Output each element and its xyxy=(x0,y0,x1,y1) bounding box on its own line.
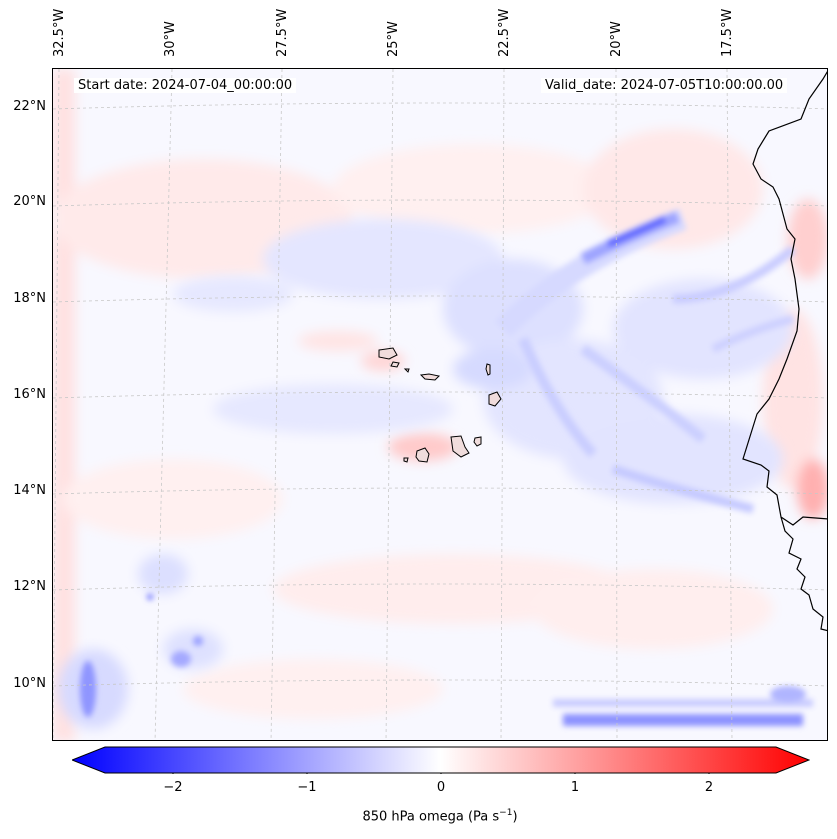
lon-label-17.5W: 17.5°W xyxy=(720,8,735,57)
africa-coastline xyxy=(742,71,827,526)
lon-label-30W: 30°W xyxy=(163,21,178,57)
colorbar-ticks xyxy=(172,773,710,774)
graticule xyxy=(53,69,827,740)
lat-label-20N: 20°N xyxy=(13,194,46,209)
lat-label-18N: 18°N xyxy=(13,291,46,306)
start-date-label: Start date: 2024-07-04_00:00:00 xyxy=(74,78,297,93)
lat-label-22N: 22°N xyxy=(13,99,46,114)
lat-label-14N: 14°N xyxy=(13,483,46,498)
lat-label-12N: 12°N xyxy=(13,579,46,594)
guinea-coastline xyxy=(780,516,827,632)
colorbar-tick-label: −1 xyxy=(297,780,317,795)
valid-date-label: Valid_date: 2024-07-05T10:00:00.00 xyxy=(541,78,788,93)
colorbar xyxy=(72,746,810,774)
negative-bands xyxy=(80,208,813,726)
colorbar-tick-label: 2 xyxy=(704,780,714,795)
lon-label-25W: 25°W xyxy=(386,21,401,57)
lon-label-32.5W: 32.5°W xyxy=(52,8,67,57)
colorbar-fill xyxy=(72,746,810,774)
lon-label-27.5W: 27.5°W xyxy=(275,8,290,57)
colorbar-tick-label: 0 xyxy=(436,780,446,795)
colorbar-label: 850 hPa omega (Pa s−1) xyxy=(362,808,518,825)
map-panel[interactable] xyxy=(52,68,828,741)
lat-label-16N: 16°N xyxy=(13,387,46,402)
lat-label-10N: 10°N xyxy=(13,676,46,691)
lon-label-22.5W: 22.5°W xyxy=(497,8,512,57)
omega-field-map xyxy=(53,69,827,740)
positive-field-areas xyxy=(53,69,827,740)
cape-verde-islands xyxy=(378,347,502,463)
colorbar-tick-label: 1 xyxy=(570,780,580,795)
colorbar-tick-label: −2 xyxy=(163,780,183,795)
lon-label-20W: 20°W xyxy=(609,21,624,57)
